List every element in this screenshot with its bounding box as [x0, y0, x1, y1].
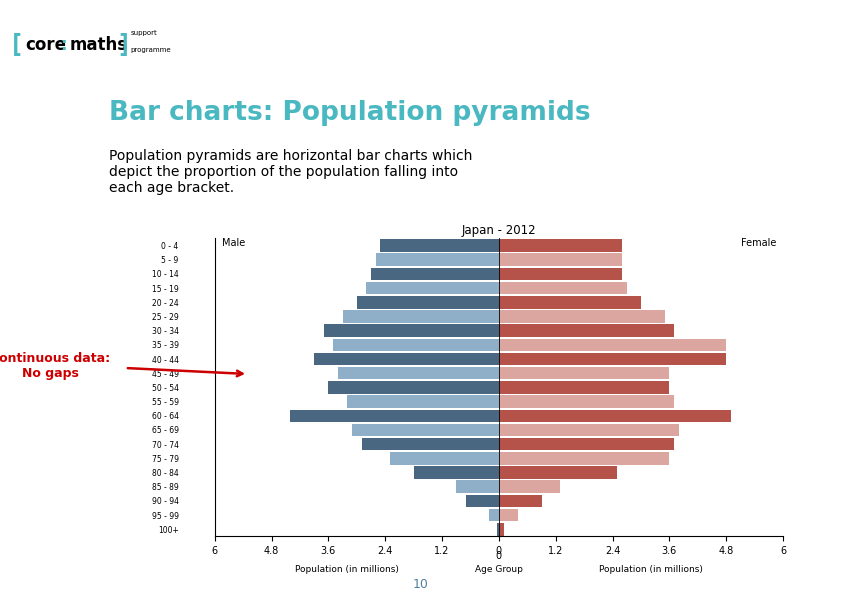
Text: core: core: [25, 36, 66, 54]
Bar: [498, 409, 731, 422]
Text: Population (in millions): Population (in millions): [296, 565, 399, 574]
Bar: [390, 452, 498, 465]
Bar: [498, 296, 641, 309]
Bar: [314, 353, 498, 365]
Bar: [361, 438, 498, 451]
Title: Japan - 2012: Japan - 2012: [461, 224, 536, 237]
Text: Age Group: Age Group: [475, 565, 523, 574]
Bar: [498, 282, 626, 294]
Bar: [498, 353, 726, 365]
Text: :: :: [61, 36, 67, 54]
Bar: [497, 523, 498, 536]
Text: ]: ]: [116, 33, 131, 57]
Bar: [466, 495, 498, 507]
Bar: [371, 268, 498, 280]
Text: Continuous data:
No gaps: Continuous data: No gaps: [0, 352, 110, 380]
Bar: [498, 395, 674, 408]
Bar: [498, 268, 622, 280]
Bar: [498, 381, 669, 393]
Bar: [357, 296, 498, 309]
Text: support: support: [131, 30, 157, 36]
Bar: [498, 424, 679, 436]
Bar: [366, 282, 498, 294]
Bar: [290, 409, 498, 422]
Bar: [456, 480, 498, 493]
Bar: [376, 253, 498, 266]
Bar: [333, 339, 498, 351]
Bar: [498, 466, 617, 479]
Text: 10: 10: [413, 578, 429, 591]
Text: programme: programme: [131, 47, 171, 53]
Text: Population pyramids are horizontal bar charts which
depict the proportion of the: Population pyramids are horizontal bar c…: [109, 149, 473, 195]
Bar: [381, 239, 498, 252]
Text: maths: maths: [70, 36, 128, 54]
Bar: [498, 480, 561, 493]
Bar: [498, 367, 669, 380]
Bar: [489, 509, 498, 522]
Text: Population (in millions): Population (in millions): [599, 565, 702, 574]
Bar: [498, 509, 518, 522]
Bar: [413, 466, 498, 479]
Bar: [338, 367, 498, 380]
Bar: [498, 339, 726, 351]
Bar: [498, 253, 622, 266]
Bar: [343, 310, 498, 322]
Bar: [347, 395, 498, 408]
Bar: [498, 324, 674, 337]
Text: [: [: [8, 33, 24, 57]
Text: Bar charts: Population pyramids: Bar charts: Population pyramids: [109, 100, 591, 126]
Bar: [328, 381, 498, 393]
Text: 0: 0: [496, 551, 502, 561]
Bar: [352, 424, 498, 436]
Bar: [498, 310, 664, 322]
Bar: [498, 438, 674, 451]
Bar: [323, 324, 498, 337]
Bar: [498, 523, 504, 536]
Text: Female: Female: [741, 238, 776, 249]
Bar: [498, 495, 541, 507]
Bar: [498, 452, 669, 465]
Text: Male: Male: [221, 238, 245, 249]
Bar: [498, 239, 622, 252]
